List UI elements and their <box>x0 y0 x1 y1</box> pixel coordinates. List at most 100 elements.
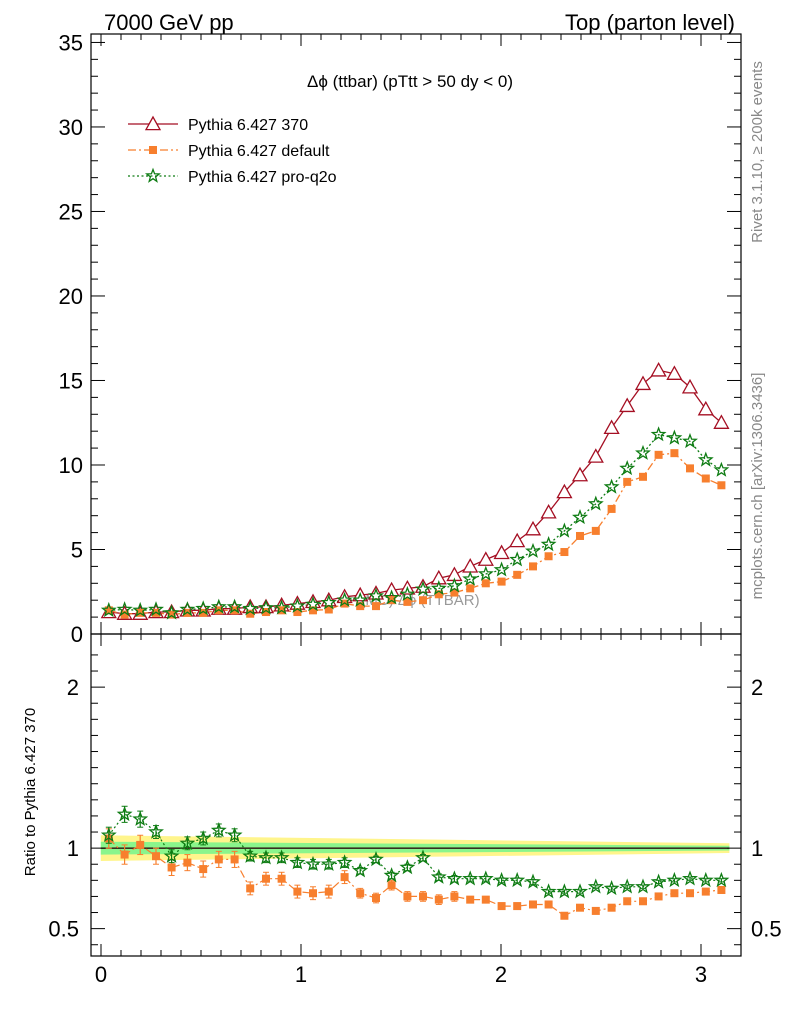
square-marker <box>497 902 506 911</box>
ratio-series-group <box>100 805 730 920</box>
chart-title: Δϕ (ttbar) (pTtt > 50 dy < 0) <box>307 72 513 91</box>
star-marker <box>336 591 353 608</box>
star-marker <box>383 589 400 605</box>
star-marker <box>210 822 227 838</box>
star-marker <box>587 878 604 894</box>
series-line <box>108 452 722 616</box>
ratio-uncertainty-band <box>100 835 730 861</box>
star-marker <box>619 460 636 476</box>
legend-label: Pythia 6.427 pro-q2o <box>188 169 337 186</box>
header-left: 7000 GeV pp <box>104 10 234 35</box>
star-marker <box>289 597 306 613</box>
y-tick-label: 15 <box>59 368 83 393</box>
ratio-axis-ticks: 0.5 0.5 1 1 2 2 0 1 2 3 <box>48 634 782 987</box>
legend-label: Pythia 6.427 default <box>188 143 330 160</box>
square-marker <box>152 852 160 861</box>
square-marker <box>199 608 208 617</box>
triangle-marker <box>697 400 714 416</box>
triangle-marker <box>509 532 526 548</box>
square-marker <box>686 464 694 473</box>
x-tick-label: 1 <box>295 962 307 987</box>
square-marker <box>199 865 208 874</box>
star-marker <box>368 851 384 867</box>
star-marker <box>195 830 212 846</box>
square-marker <box>560 548 569 557</box>
square-marker <box>356 889 365 898</box>
ratio-ylabel: Ratio to Pythia 6.427 370 <box>22 708 39 876</box>
star-marker <box>430 580 447 596</box>
triangle-marker <box>571 466 589 482</box>
star-marker <box>100 826 117 842</box>
star-marker <box>415 580 431 597</box>
triangle-marker <box>587 448 604 463</box>
square-marker <box>623 897 632 906</box>
triangle-marker <box>540 503 557 519</box>
square-marker <box>309 606 317 615</box>
triangle-marker <box>493 544 510 560</box>
square-marker <box>372 894 380 903</box>
square-marker <box>324 887 333 896</box>
legend-label: Pythia 6.427 370 <box>188 117 308 134</box>
square-marker <box>120 610 129 619</box>
square-marker <box>136 840 145 849</box>
star-marker <box>682 870 698 886</box>
star-marker <box>540 883 557 899</box>
square-marker <box>403 597 412 606</box>
square-marker <box>419 892 427 901</box>
star-marker <box>383 867 400 883</box>
star-marker <box>320 594 337 610</box>
square-marker <box>639 472 647 481</box>
square-marker <box>591 906 600 915</box>
star-marker <box>352 862 369 878</box>
star-marker <box>100 601 117 618</box>
square-marker <box>560 911 569 920</box>
square-marker <box>324 605 333 614</box>
star-marker <box>399 859 416 875</box>
star-marker <box>132 810 149 826</box>
star-marker <box>145 167 161 183</box>
star-marker <box>195 600 212 616</box>
square-marker <box>104 606 113 615</box>
star-marker <box>258 849 274 865</box>
square-marker <box>686 889 694 898</box>
square-marker <box>149 146 157 154</box>
star-marker <box>713 871 730 888</box>
y-tick-label: 2 <box>67 675 79 700</box>
star-marker <box>430 868 447 884</box>
square-marker <box>623 477 632 486</box>
square-marker <box>372 602 380 611</box>
star-marker <box>273 849 290 865</box>
star-marker <box>666 429 683 445</box>
y-tick-label: 35 <box>59 30 83 55</box>
square-marker <box>167 610 176 619</box>
star-marker <box>493 871 510 888</box>
star-marker <box>116 805 133 822</box>
triangle-marker <box>430 569 447 585</box>
square-marker <box>387 881 396 890</box>
square-marker <box>246 609 255 618</box>
square-marker <box>466 895 475 904</box>
rivet-label: Rivet 3.1.10, ≥ 200k events <box>749 61 766 243</box>
square-marker <box>670 449 679 458</box>
y-tick-label-right: 0.5 <box>751 917 782 942</box>
star-marker <box>462 870 479 886</box>
main-axis-ticks: 0 5 10 15 20 25 30 35 <box>59 30 741 647</box>
star-marker <box>697 451 714 467</box>
y-tick-label-right: 1 <box>751 836 763 861</box>
star-marker <box>336 854 353 870</box>
star-marker <box>273 599 290 615</box>
triangle-marker <box>477 551 494 566</box>
star-marker <box>635 878 651 894</box>
series-line <box>108 369 722 615</box>
star-marker <box>650 873 667 889</box>
square-marker <box>639 897 647 906</box>
ratio-plot-frame <box>90 633 742 957</box>
star-marker <box>116 601 133 617</box>
square-marker <box>497 577 506 586</box>
star-marker <box>258 599 274 615</box>
star-marker <box>305 596 321 612</box>
star-marker <box>509 871 526 888</box>
square-marker <box>403 892 412 901</box>
star-marker <box>619 878 636 894</box>
